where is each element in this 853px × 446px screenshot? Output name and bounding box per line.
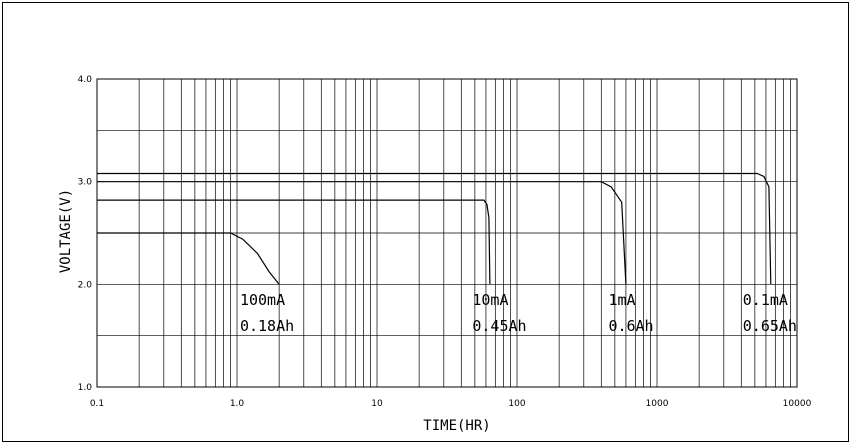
x-tick-label: 1.0 (230, 399, 245, 409)
series-line-4 (97, 172, 772, 285)
annotation-capacity-3: 0.6Ah (608, 317, 653, 335)
grid (97, 79, 797, 387)
annotation-current-3: 1mA (608, 291, 635, 309)
annotation-current-2: 10mA (472, 291, 508, 309)
tick-labels: 0.1 1.0 10 100 1000 10000 1.0 2.0 3.0 4.0 (78, 75, 812, 409)
y-axis-title: VOLTAGE(V) (58, 189, 74, 273)
series-line-2 (97, 199, 491, 285)
y-tick-label: 2.0 (78, 280, 93, 290)
x-tick-label: 1000 (646, 399, 669, 409)
x-axis-title: TIME(HR) (423, 418, 490, 434)
annotation-current-4: 0.1mA (743, 291, 788, 309)
annotations: 100mA 0.18Ah 10mA 0.45Ah 1mA 0.6Ah 0.1mA 0.65Ah (240, 291, 797, 335)
annotation-capacity-1: 0.18Ah (240, 317, 294, 335)
series-line-3 (97, 181, 627, 285)
x-tick-label: 10000 (783, 399, 812, 409)
annotation-capacity-4: 0.65Ah (743, 317, 797, 335)
series-line-1 (97, 232, 280, 285)
y-tick-label: 4.0 (78, 75, 93, 85)
series-group (97, 172, 772, 285)
y-tick-label: 3.0 (78, 178, 93, 188)
x-tick-label: 10 (371, 399, 383, 409)
chart-frame (2, 2, 849, 442)
annotation-capacity-2: 0.45Ah (472, 317, 526, 335)
y-tick-label: 1.0 (78, 383, 93, 393)
x-tick-label: 100 (508, 399, 525, 409)
annotation-current-1: 100mA (240, 291, 285, 309)
x-tick-label: 0.1 (90, 399, 104, 409)
